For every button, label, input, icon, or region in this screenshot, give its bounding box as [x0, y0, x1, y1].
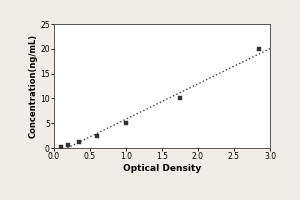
Y-axis label: Concentration(ng/mL): Concentration(ng/mL): [28, 34, 38, 138]
X-axis label: Optical Density: Optical Density: [123, 164, 201, 173]
